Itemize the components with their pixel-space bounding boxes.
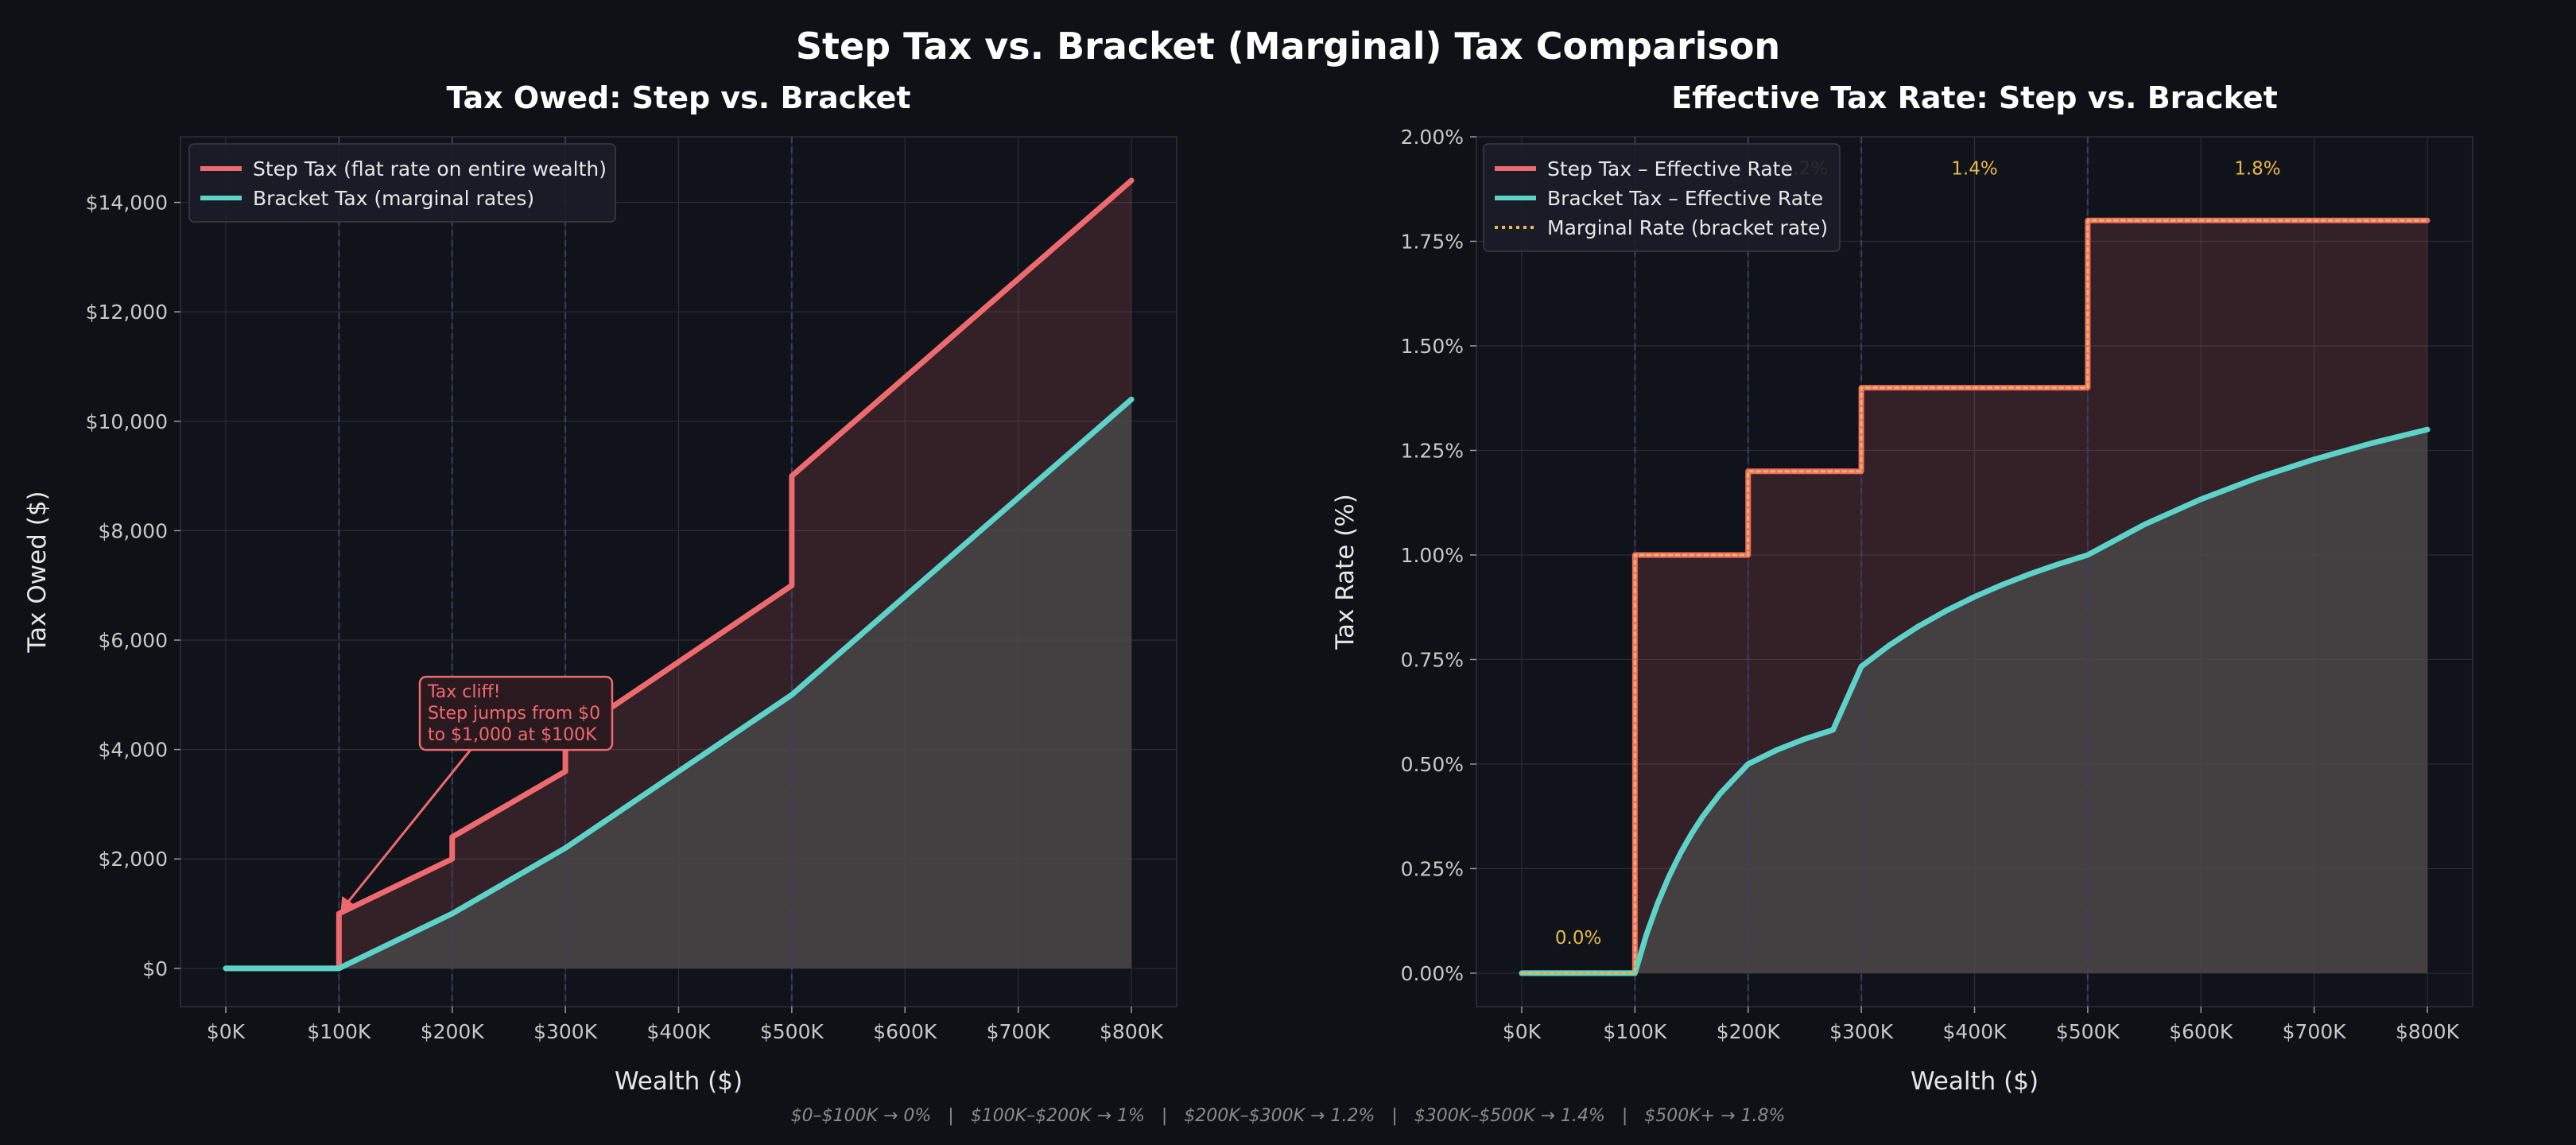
y-tick-label: 0.25% bbox=[1401, 857, 1464, 880]
y-tick-label: $4,000 bbox=[99, 739, 168, 762]
y-tick-label: $0 bbox=[142, 957, 168, 980]
y-tick-label: 0.00% bbox=[1401, 962, 1464, 985]
tax-owed-chart: $0K $100K $200K $300K $400K $500K $600K $700K $8… bbox=[23, 80, 1177, 1096]
step-tax-line bbox=[223, 177, 1135, 972]
annotation-arrow bbox=[343, 729, 488, 908]
y-tick-label: $8,000 bbox=[99, 519, 168, 542]
annotation-text: Step jumps from $0 bbox=[428, 704, 600, 724]
chart-title: Tax Owed: Step vs. Bracket bbox=[446, 80, 910, 115]
y-tick-label: 0.50% bbox=[1401, 753, 1464, 776]
y-tick-label: 2.00% bbox=[1401, 126, 1464, 149]
bracket-rate-line bbox=[1519, 426, 2431, 976]
legend-box bbox=[188, 143, 616, 223]
x-tick-label: $700K bbox=[2283, 1020, 2347, 1043]
legend-box bbox=[1483, 143, 1841, 252]
x-tick-label: $200K bbox=[1717, 1020, 1781, 1043]
bracket-footnote: $0–$100K → 0% | $100K–$200K → 1% | $200K… bbox=[791, 1106, 1786, 1126]
y-tick-label: 1.75% bbox=[1401, 230, 1464, 253]
y-tick-label: 1.25% bbox=[1401, 439, 1464, 462]
y-tick-label: 0.75% bbox=[1401, 648, 1464, 671]
y-tick-label: $12,000 bbox=[86, 301, 168, 324]
annotation-box bbox=[418, 675, 614, 751]
legend-label: Marginal Rate (bracket rate) bbox=[1547, 216, 1828, 239]
bracket-rate-label: 0.0% bbox=[1555, 928, 1601, 949]
x-tick-label: $100K bbox=[307, 1020, 371, 1043]
annotation-text: Tax cliff! bbox=[427, 682, 501, 702]
x-tick-label: $800K bbox=[1100, 1020, 1164, 1043]
annotation-text: to $1,000 at $100K bbox=[428, 725, 597, 745]
legend-label: Bracket Tax – Effective Rate bbox=[1547, 187, 1823, 210]
x-tick-label: $200K bbox=[421, 1020, 485, 1043]
legend-label: Step Tax – Effective Rate bbox=[1547, 157, 1793, 180]
bracket-tax-line bbox=[223, 396, 1135, 972]
figure-title: Step Tax vs. Bracket (Marginal) Tax Comp… bbox=[796, 25, 1780, 68]
y-tick-label: $10,000 bbox=[86, 410, 168, 433]
y-axis-label: Tax Rate (%) bbox=[1331, 494, 1360, 650]
x-tick-label: $0K bbox=[1503, 1020, 1542, 1043]
y-tick-label: $2,000 bbox=[99, 848, 168, 871]
legend-label: Step Tax (flat rate on entire wealth) bbox=[253, 157, 607, 180]
bracket-rate-label: 1.4% bbox=[1951, 158, 1997, 179]
y-tick-label: 1.00% bbox=[1401, 544, 1464, 567]
legend-label: Bracket Tax (marginal rates) bbox=[253, 187, 534, 210]
x-tick-label: $300K bbox=[1829, 1020, 1894, 1043]
effective-rate-chart: $0K $100K $200K $300K $400K $500K $600K $700K $8… bbox=[1331, 80, 2473, 1096]
x-tick-label: $500K bbox=[2056, 1020, 2120, 1043]
x-tick-label: $300K bbox=[533, 1020, 598, 1043]
annotation-arrowhead bbox=[340, 896, 354, 913]
y-tick-label: 1.50% bbox=[1401, 335, 1464, 358]
bracket-tax-area bbox=[225, 399, 1132, 968]
x-tick-label: $0K bbox=[207, 1020, 246, 1043]
bracket-rate-label: 1.8% bbox=[2234, 158, 2280, 179]
x-tick-label: $100K bbox=[1603, 1020, 1667, 1043]
x-tick-label: $600K bbox=[873, 1020, 937, 1043]
x-tick-label: $800K bbox=[2396, 1020, 2460, 1043]
x-tick-label: $500K bbox=[760, 1020, 824, 1043]
bracket-tax-area bbox=[1521, 429, 2428, 973]
y-tick-label: $14,000 bbox=[86, 192, 168, 215]
x-tick-label: $700K bbox=[987, 1020, 1051, 1043]
x-tick-label: $400K bbox=[1942, 1020, 2007, 1043]
marginal-rate-line bbox=[1520, 219, 2429, 975]
x-axis-label: Wealth ($) bbox=[1911, 1067, 2039, 1096]
y-tick-label: $6,000 bbox=[99, 629, 168, 652]
y-axis-label: Tax Owed ($) bbox=[23, 491, 52, 653]
x-tick-label: $400K bbox=[646, 1020, 711, 1043]
x-tick-label: $600K bbox=[2169, 1020, 2233, 1043]
x-axis-label: Wealth ($) bbox=[615, 1067, 743, 1096]
chart-title: Effective Tax Rate: Step vs. Bracket bbox=[1671, 80, 2278, 115]
